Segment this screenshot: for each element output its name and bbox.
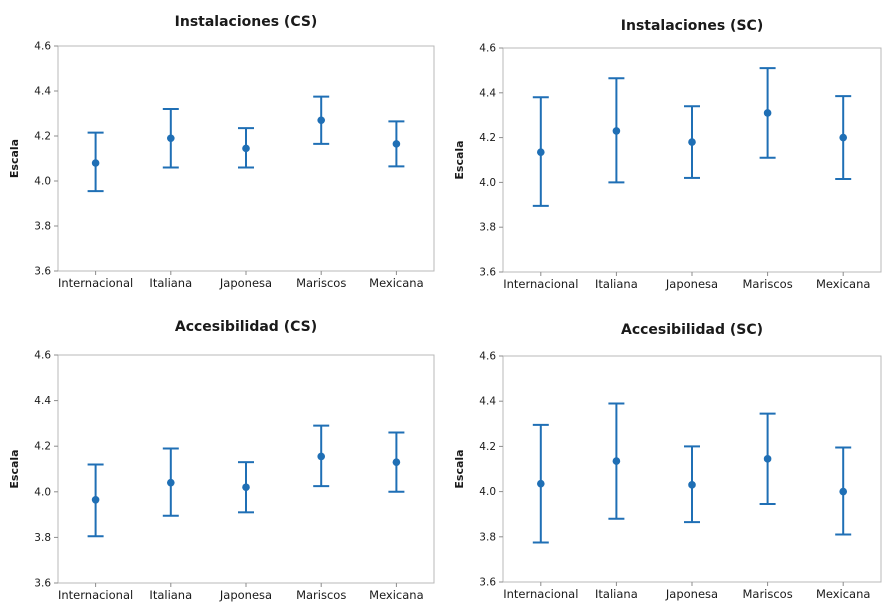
- y-tick-label: 3.8: [34, 532, 51, 544]
- chart-title: Instalaciones (SC): [621, 18, 763, 34]
- error-bar: [684, 105, 700, 179]
- y-tick-label: 4.6: [479, 351, 496, 363]
- mean-point: [688, 481, 696, 489]
- x-tick-label: Italiana: [149, 588, 192, 602]
- mean-point: [242, 144, 250, 153]
- x-tick-label: Japonesa: [219, 276, 272, 290]
- chart-instalaciones-cs: Instalaciones (CS) 3.6 3.8 4.0 4.2 4.4 4.6 Esca…: [8, 14, 435, 290]
- mean-point: [392, 140, 401, 148]
- error-bar: [684, 445, 700, 524]
- error-bar: [759, 67, 776, 159]
- x-tick-label: Mexicana: [816, 587, 871, 601]
- y-tick-label: 4.4: [34, 395, 51, 407]
- error-bar: [388, 431, 405, 493]
- mean-point: [537, 148, 545, 156]
- error-bar: [835, 95, 852, 181]
- x-tick-label: Mariscos: [742, 587, 792, 601]
- error-bar: [608, 402, 625, 520]
- y-axis-label: Escala: [8, 449, 21, 488]
- y-tick-label: 4.0: [34, 176, 51, 188]
- y-tick-label: 3.8: [34, 221, 51, 233]
- x-tick-label: Italiana: [149, 276, 192, 290]
- y-axis-label: Escala: [453, 449, 466, 488]
- error-bar: [87, 463, 104, 538]
- y-tick-label: 3.6: [34, 266, 51, 278]
- y-tick-label: 3.8: [479, 531, 496, 543]
- y-tick-label: 4.6: [34, 41, 51, 53]
- y-tick-label: 4.4: [479, 396, 496, 408]
- chart-accesibilidad-sc: Accesibilidad (SC) 3.6 3.8 4.0 4.2 4.4 4.6 Esca…: [453, 322, 882, 601]
- error-bar: [313, 95, 330, 145]
- y-tick-label: 4.0: [479, 177, 496, 189]
- mean-point: [537, 479, 545, 488]
- y-tick-label: 3.6: [479, 267, 496, 279]
- error-bar: [608, 77, 625, 184]
- mean-point: [91, 159, 100, 167]
- chart-title: Accesibilidad (SC): [621, 322, 763, 338]
- mean-point: [612, 127, 621, 135]
- y-tick-label: 4.6: [34, 350, 51, 362]
- mean-point: [317, 116, 326, 125]
- x-tick-label: Mariscos: [742, 277, 792, 291]
- error-bar: [87, 131, 104, 193]
- x-tick-label: Internacional: [58, 276, 133, 290]
- mean-point: [167, 478, 175, 487]
- x-tick-label: Internacional: [503, 277, 578, 291]
- mean-point: [763, 455, 772, 463]
- x-tick-label: Japonesa: [219, 588, 272, 602]
- x-tick-label: Italiana: [595, 277, 638, 291]
- x-tick-label: Mariscos: [296, 588, 346, 602]
- mean-point: [167, 134, 175, 143]
- y-axis-label: Escala: [8, 139, 21, 178]
- error-bar: [162, 447, 179, 517]
- error-bar: [835, 446, 852, 536]
- y-tick-label: 4.4: [34, 86, 51, 98]
- mean-point: [91, 495, 100, 504]
- error-bar: [532, 423, 549, 544]
- x-tick-label: Mexicana: [369, 276, 424, 290]
- chart-title: Accesibilidad (CS): [175, 319, 317, 335]
- mean-point: [392, 458, 401, 466]
- x-tick-label: Italiana: [595, 587, 638, 601]
- x-tick-label: Mariscos: [296, 276, 346, 290]
- error-bar: [238, 461, 254, 514]
- y-tick-label: 4.2: [34, 131, 51, 143]
- mean-point: [242, 483, 250, 492]
- mean-point: [839, 487, 847, 496]
- mean-point: [763, 109, 772, 117]
- y-tick-label: 4.2: [479, 441, 496, 453]
- error-bar: [313, 424, 330, 488]
- y-tick-label: 4.4: [479, 87, 496, 99]
- x-tick-label: Japonesa: [665, 277, 718, 291]
- x-tick-label: Internacional: [503, 587, 578, 601]
- x-tick-label: Internacional: [58, 588, 133, 602]
- mean-point: [612, 457, 621, 465]
- y-tick-label: 3.8: [479, 222, 496, 234]
- y-axis-label: Escala: [453, 140, 466, 179]
- error-bar: [388, 120, 405, 168]
- x-tick-label: Mexicana: [369, 588, 424, 602]
- x-tick-label: Mexicana: [816, 277, 871, 291]
- y-tick-label: 3.6: [34, 578, 51, 590]
- y-tick-label: 4.0: [34, 486, 51, 498]
- error-bar: [759, 412, 776, 506]
- chart-title: Instalaciones (CS): [175, 14, 318, 30]
- y-tick-label: 4.6: [479, 43, 496, 55]
- y-tick-label: 3.6: [479, 577, 496, 589]
- chart-accesibilidad-cs: Accesibilidad (CS) 3.6 3.8 4.0 4.2 4.4 4.6 Esca…: [8, 319, 435, 602]
- error-bar: [238, 127, 254, 169]
- y-tick-label: 4.2: [34, 441, 51, 453]
- error-bar: [532, 96, 549, 207]
- error-bar: [162, 108, 179, 169]
- mean-point: [317, 452, 326, 461]
- y-tick-label: 4.2: [479, 132, 496, 144]
- mean-point: [688, 138, 696, 146]
- y-tick-label: 4.0: [479, 486, 496, 498]
- chart-instalaciones-sc: Instalaciones (SC) 3.6 3.8 4.0 4.2 4.4 4.6 Esca…: [453, 18, 882, 291]
- mean-point: [839, 133, 847, 142]
- x-tick-label: Japonesa: [665, 587, 718, 601]
